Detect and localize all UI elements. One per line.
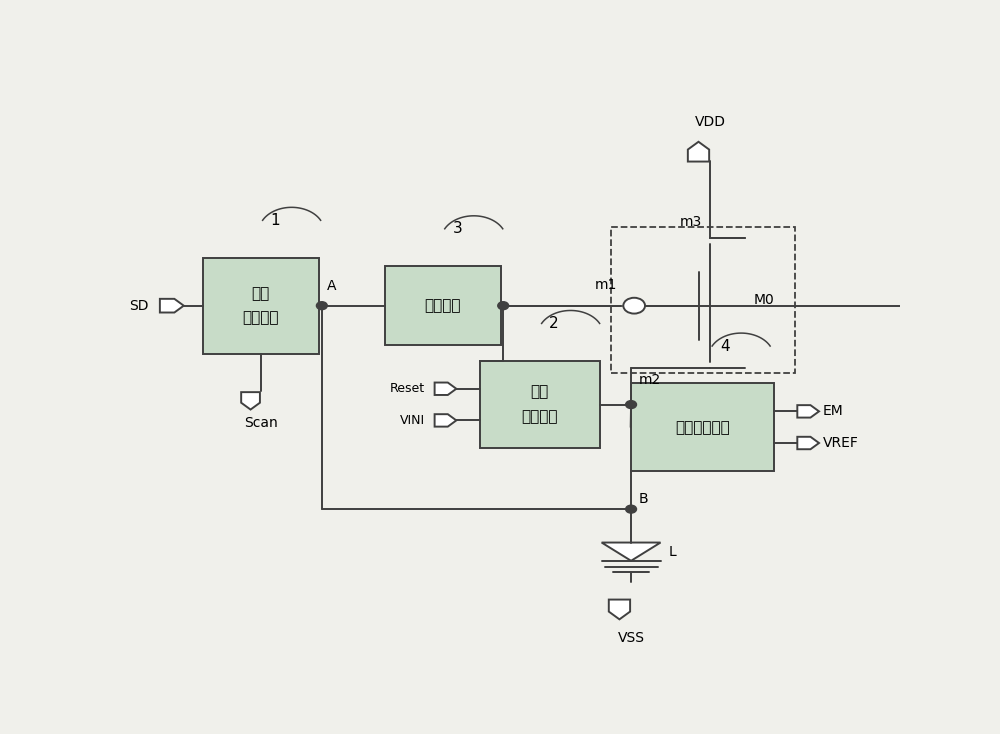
Text: 控制模块: 控制模块 <box>521 410 558 424</box>
Bar <box>611 227 795 374</box>
Circle shape <box>623 298 645 313</box>
Text: VDD: VDD <box>695 115 726 128</box>
Bar <box>480 361 600 448</box>
Bar <box>202 258 319 354</box>
Polygon shape <box>435 414 456 426</box>
Text: VREF: VREF <box>823 436 859 450</box>
Text: 1: 1 <box>270 213 280 228</box>
Text: L: L <box>668 545 676 559</box>
Polygon shape <box>797 405 819 418</box>
Text: Scan: Scan <box>244 416 278 430</box>
Text: 4: 4 <box>720 338 729 354</box>
Text: Reset: Reset <box>390 382 425 395</box>
Text: VSS: VSS <box>618 631 645 644</box>
Text: M0: M0 <box>754 293 775 307</box>
Text: 写入模块: 写入模块 <box>242 310 279 326</box>
Polygon shape <box>241 392 260 410</box>
Polygon shape <box>435 382 456 395</box>
Polygon shape <box>688 142 709 161</box>
Polygon shape <box>609 600 630 619</box>
Text: SD: SD <box>129 299 148 313</box>
Bar <box>385 266 501 345</box>
Text: m1: m1 <box>595 277 617 291</box>
Text: 2: 2 <box>549 316 559 331</box>
Text: m3: m3 <box>680 215 702 229</box>
Bar <box>631 383 774 471</box>
Text: 补偿: 补偿 <box>530 385 549 399</box>
Text: EM: EM <box>823 404 844 418</box>
Text: A: A <box>327 279 337 294</box>
Polygon shape <box>160 299 184 313</box>
Text: 发光控制模块: 发光控制模块 <box>675 420 730 435</box>
Text: B: B <box>639 493 648 506</box>
Polygon shape <box>797 437 819 449</box>
Circle shape <box>626 401 637 409</box>
Circle shape <box>316 302 327 310</box>
Polygon shape <box>602 542 661 561</box>
Circle shape <box>626 505 637 513</box>
Text: VINI: VINI <box>400 414 425 427</box>
Text: 数据: 数据 <box>252 286 270 301</box>
Text: 存储模块: 存储模块 <box>424 298 461 313</box>
Text: 3: 3 <box>452 221 462 236</box>
Text: m2: m2 <box>639 374 661 388</box>
Circle shape <box>498 302 509 310</box>
